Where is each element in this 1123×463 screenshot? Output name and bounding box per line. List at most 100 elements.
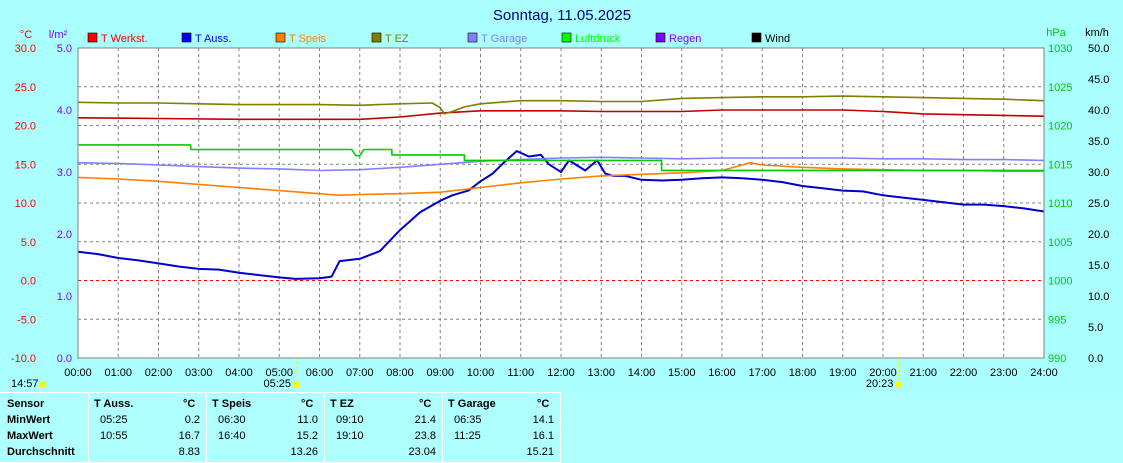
legend-label: T EZ <box>385 33 409 45</box>
x-tick-label: 16:00 <box>708 367 736 379</box>
min-time: 05:25 <box>100 414 128 426</box>
time-marker-label: 14:57 <box>11 378 39 390</box>
row-label-max: MaxWert <box>7 430 53 442</box>
x-tick-label: 22:00 <box>950 367 978 379</box>
max-value: 16.7 <box>178 430 200 442</box>
x-tick-label: 12:00 <box>547 367 575 379</box>
max-time: 19:10 <box>336 430 364 442</box>
sensor-name: T Auss. <box>94 398 134 410</box>
temp-tick-label: -10.0 <box>11 353 36 365</box>
row-label-average: Durchschnitt <box>7 446 75 458</box>
time-marker-dot <box>895 382 902 388</box>
min-value: 0.2 <box>184 414 200 426</box>
pressure-unit-label: hPa <box>1046 27 1066 39</box>
legend-label: Luftdruck <box>575 33 621 45</box>
min-time: 09:10 <box>336 414 364 426</box>
rain-tick-label: 2.0 <box>57 229 72 241</box>
plot-frame <box>77 47 1045 359</box>
x-tick-label: 00:00 <box>64 367 92 379</box>
weather-chart: 30.0 25.0 20.0 15.0 10.0 5.0 0.0 -5.0 -10.0 5.0 4.… <box>11 7 1110 390</box>
temp-tick-label: 0.0 <box>21 276 36 288</box>
wind-tick-label: 30.0 <box>1088 167 1109 179</box>
x-tick-label: 24:00 <box>1030 367 1058 379</box>
sensor-name: T Garage <box>448 398 496 410</box>
wind-tick-label: 35.0 <box>1088 136 1109 148</box>
series-line <box>78 144 1044 172</box>
x-tick-label: 10:00 <box>467 367 495 379</box>
chart-title: Sonntag, 11.05.2025 <box>493 7 631 24</box>
time-marker-dot <box>40 382 46 388</box>
time-marker-dot <box>293 382 300 388</box>
pressure-tick-label: 995 <box>1048 314 1066 326</box>
x-tick-label: 02:00 <box>145 367 173 379</box>
legend-label: Wind <box>765 33 790 45</box>
sensor-unit: °C <box>537 398 550 410</box>
temp-unit-label: °C <box>20 29 32 41</box>
time-marker-label: 05:25 <box>264 378 292 390</box>
max-value: 15.2 <box>296 430 318 442</box>
x-tick-label: 08:00 <box>386 367 414 379</box>
average-value: 15.21 <box>526 446 554 458</box>
x-tick-label: 11:00 <box>507 367 534 379</box>
x-tick-label: 17:00 <box>748 367 776 379</box>
sensor-name: T Speis <box>212 398 252 410</box>
average-value: 23.04 <box>408 446 436 458</box>
wind-unit-label: km/h <box>1085 27 1109 39</box>
legend-swatch <box>371 32 382 43</box>
x-tick-label: 19:00 <box>829 367 857 379</box>
legend-label: T Speis <box>289 33 327 45</box>
series-line <box>77 95 1045 115</box>
temp-tick-label: 5.0 <box>21 237 36 249</box>
wind-tick-label: 5.0 <box>1088 322 1103 334</box>
sensor-unit: °C <box>183 398 196 410</box>
x-tick-label: 18:00 <box>789 367 817 379</box>
legend-swatch <box>655 32 666 43</box>
pressure-tick-label: 990 <box>1048 353 1066 365</box>
row-label-min: MinWert <box>7 414 51 426</box>
sensor-unit: °C <box>301 398 314 410</box>
rain-tick-label: 5.0 <box>57 43 72 55</box>
temp-tick-label: 20.0 <box>15 121 36 133</box>
temp-tick-label: -5.0 <box>17 314 36 326</box>
legend-swatch <box>561 32 572 43</box>
rain-tick-label: 4.0 <box>57 105 72 117</box>
min-value: 21.4 <box>414 414 436 426</box>
legend-label: Regen <box>669 33 701 45</box>
x-tick-label: 23:00 <box>990 367 1018 379</box>
series-line <box>77 161 1044 197</box>
min-time: 06:35 <box>454 414 482 426</box>
x-tick-label: 21:00 <box>909 367 937 379</box>
x-tick-label: 15:00 <box>668 367 696 379</box>
time-marker-label: 20:23 <box>866 378 894 390</box>
pressure-tick-label: 1020 <box>1048 121 1072 133</box>
min-time: 06:30 <box>218 414 246 426</box>
wind-tick-label: 40.0 <box>1088 105 1109 117</box>
legend-swatch <box>275 32 286 43</box>
x-tick-label: 06:00 <box>306 367 334 379</box>
temp-tick-label: 10.0 <box>15 198 36 210</box>
rain-tick-label: 3.0 <box>57 167 72 179</box>
pressure-tick-label: 1030 <box>1048 43 1072 55</box>
x-tick-label: 01:00 <box>104 367 132 379</box>
wind-tick-label: 25.0 <box>1088 198 1109 210</box>
min-value: 14.1 <box>532 414 554 426</box>
pressure-tick-label: 1025 <box>1048 82 1072 94</box>
max-time: 11:25 <box>454 430 481 442</box>
max-time: 10:55 <box>100 430 128 442</box>
x-tick-label: 07:00 <box>346 367 374 379</box>
legend-label: T Werkst. <box>101 33 148 45</box>
temp-tick-label: 15.0 <box>15 159 36 171</box>
rain-unit-label: l/m² <box>49 29 68 41</box>
rain-tick-label: 0.0 <box>57 353 72 365</box>
row-label-sensor: Sensor <box>7 398 45 410</box>
x-tick-label: 05:00 <box>265 367 293 379</box>
legend-swatch <box>467 32 478 43</box>
rain-tick-label: 1.0 <box>57 291 72 303</box>
average-value: 8.83 <box>178 446 200 458</box>
x-tick-label: 04:00 <box>225 367 253 379</box>
legend-swatch <box>181 32 192 43</box>
temp-tick-label: 25.0 <box>15 82 36 94</box>
legend-swatch <box>87 32 98 43</box>
series-line <box>77 150 1045 280</box>
